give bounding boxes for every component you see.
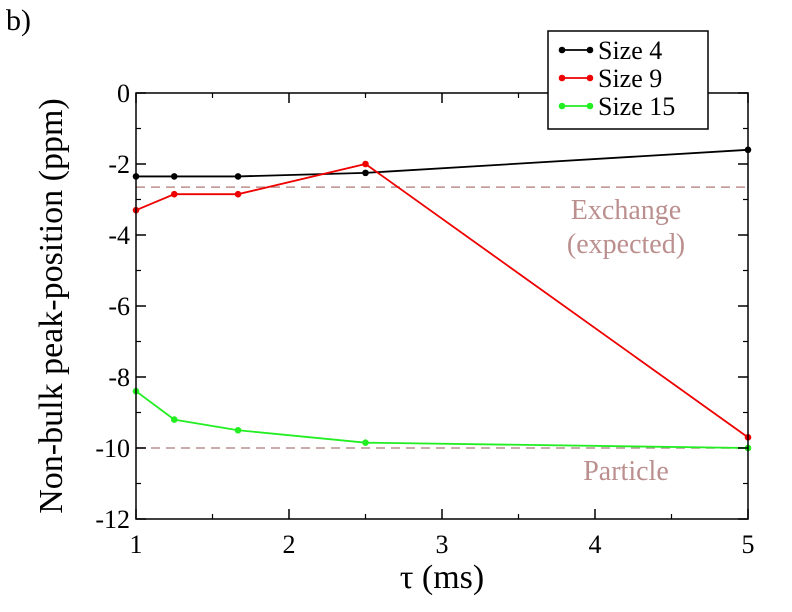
x-tick-label: 3 bbox=[436, 530, 449, 559]
legend-box bbox=[547, 30, 709, 130]
legend-marker bbox=[558, 74, 566, 82]
data-point bbox=[234, 173, 242, 180]
data-point bbox=[234, 190, 242, 198]
particle-label-line: Particle bbox=[583, 456, 669, 487]
y-tick-label: 0 bbox=[117, 79, 130, 108]
exchange-label-line: Exchange bbox=[571, 195, 681, 226]
legend-label: Size 15 bbox=[598, 92, 675, 121]
legend-label: Size 4 bbox=[598, 36, 662, 65]
x-tick-label: 4 bbox=[589, 530, 602, 559]
legend-marker bbox=[586, 102, 594, 110]
y-tick-label: -2 bbox=[108, 150, 130, 179]
data-point bbox=[362, 169, 369, 177]
legend-label: Size 9 bbox=[598, 64, 662, 93]
y-tick-label: -6 bbox=[108, 292, 130, 321]
y-tick-label: -8 bbox=[108, 363, 130, 392]
panel-label: b) bbox=[6, 4, 31, 37]
x-tick-label: 1 bbox=[130, 530, 143, 559]
data-point bbox=[170, 190, 178, 198]
exchange-label-line: (expected) bbox=[567, 229, 685, 260]
data-point bbox=[170, 173, 178, 180]
x-tick-label: 2 bbox=[283, 530, 296, 559]
legend-marker bbox=[586, 46, 594, 54]
data-point bbox=[362, 160, 369, 168]
x-tick-label: 5 bbox=[742, 530, 755, 559]
y-axis-label: Non-bulk peak-position (ppm) bbox=[33, 98, 70, 514]
y-tick-label: -4 bbox=[108, 221, 130, 250]
data-point bbox=[234, 426, 242, 434]
x-axis-label: τ (ms) bbox=[400, 559, 485, 596]
series-line-size-15 bbox=[135, 390, 749, 449]
legend-marker bbox=[558, 46, 566, 54]
data-point bbox=[170, 416, 178, 423]
legend-marker bbox=[586, 74, 594, 82]
legend-marker bbox=[558, 102, 566, 110]
y-tick-label: -12 bbox=[95, 505, 130, 534]
y-tick-label: -10 bbox=[95, 434, 130, 463]
series-line-size-4 bbox=[136, 148, 749, 178]
data-point bbox=[362, 439, 369, 446]
